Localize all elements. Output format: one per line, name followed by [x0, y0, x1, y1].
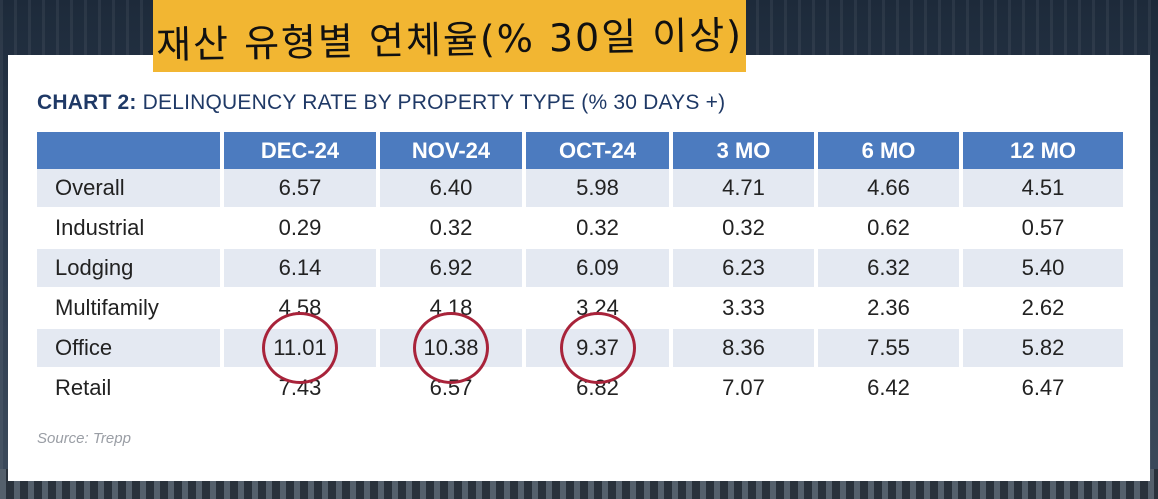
table-row: Lodging 6.14 6.92 6.09 6.23 6.32 5.40 [37, 249, 1123, 289]
data-cell: 6.32 [818, 249, 959, 287]
row-label: Multifamily [55, 295, 159, 320]
table-row: Industrial 0.29 0.32 0.32 0.32 0.62 0.57 [37, 209, 1122, 249]
data-cell: 0.32 [576, 215, 619, 240]
data-cell: 2.36 [867, 295, 910, 320]
chart-title: CHART 2: DELINQUENCY RATE BY PROPERTY TY… [37, 91, 725, 115]
data-cell: 7.07 [722, 375, 765, 400]
data-cell: 4.51 [963, 169, 1123, 207]
table-row: Retail 7.43 6.57 6.82 7.07 6.42 6.47 [37, 369, 1122, 409]
highlight-circle [413, 312, 489, 384]
row-label: Overall [37, 169, 220, 207]
data-cell: 4.71 [673, 169, 814, 207]
chart-title-text: DELINQUENCY RATE BY PROPERTY TYPE (% 30 … [142, 91, 726, 114]
column-header: NOV-24 [380, 132, 522, 170]
column-header: 6 MO [818, 132, 959, 170]
data-cell: 0.62 [867, 215, 910, 240]
data-cell: 6.14 [224, 249, 376, 287]
korean-caption-banner: 재산 유형별 연체율(% 30일 이상) [153, 0, 746, 72]
data-cell: 6.09 [526, 249, 669, 287]
column-header: DEC-24 [224, 132, 376, 170]
data-cell: 7.55 [818, 329, 959, 367]
data-cell: 6.23 [673, 249, 814, 287]
data-cell: 6.57 [224, 169, 376, 207]
data-cell: 6.92 [380, 249, 522, 287]
row-label: Industrial [55, 215, 145, 240]
source-note: Source: Trepp [37, 430, 131, 447]
chart-card: CHART 2: DELINQUENCY RATE BY PROPERTY TY… [8, 55, 1150, 481]
row-label: Lodging [37, 249, 220, 287]
data-cell: 6.42 [867, 375, 910, 400]
data-cell: 8.36 [673, 329, 814, 367]
table-row: Overall 6.57 6.40 5.98 4.71 4.66 4.51 [37, 169, 1123, 209]
data-cell: 0.29 [278, 215, 322, 240]
data-cell: 5.98 [526, 169, 669, 207]
data-cell: 2.62 [1021, 295, 1065, 320]
data-cell: 0.32 [429, 215, 473, 240]
data-cell: 6.40 [380, 169, 522, 207]
data-cell: 0.32 [722, 215, 765, 240]
row-label: Retail [55, 375, 112, 400]
chart-title-number: CHART 2: [37, 91, 137, 114]
header-corner [37, 132, 220, 170]
column-header: OCT-24 [526, 132, 669, 170]
data-cell: 5.82 [963, 329, 1123, 367]
korean-caption-text: 재산 유형별 연체율(% 30일 이상) [155, 12, 744, 67]
data-cell: 0.57 [1021, 215, 1065, 240]
data-cell: 4.66 [818, 169, 959, 207]
data-cell: 6.47 [1021, 375, 1065, 400]
highlight-circle [262, 312, 338, 384]
column-header: 3 MO [673, 132, 814, 170]
data-cell: 3.33 [722, 295, 765, 320]
highlight-circle [559, 312, 636, 384]
data-cell: 5.40 [963, 249, 1123, 287]
table-row: Multifamily 4.58 4.18 3.24 3.33 2.36 2.62 [37, 289, 1122, 329]
column-header: 12 MO [963, 132, 1123, 170]
row-label: Office [37, 329, 220, 367]
